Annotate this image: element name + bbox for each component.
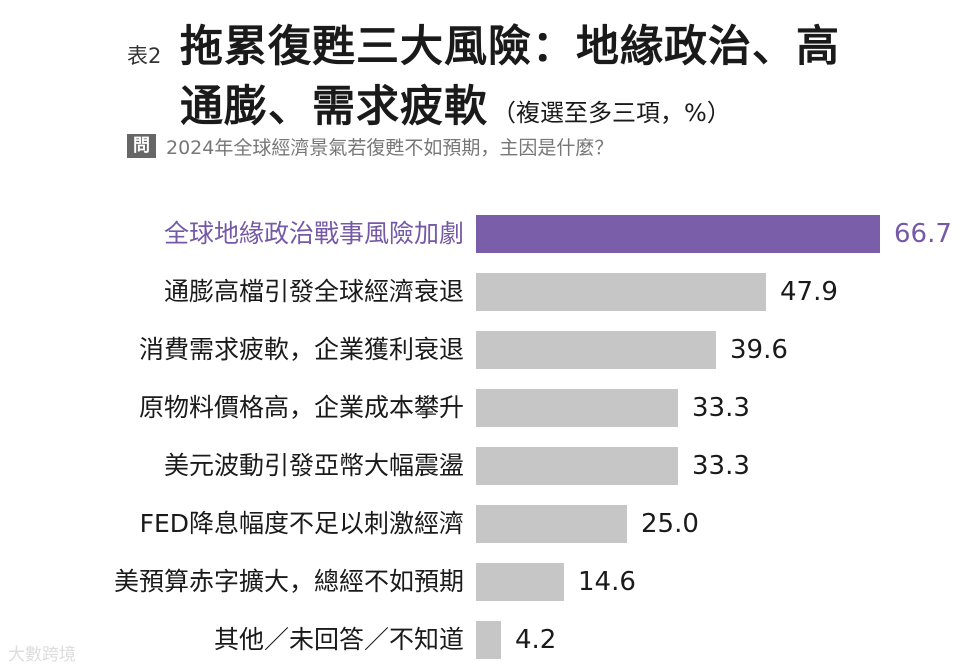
bar: [476, 389, 678, 427]
chart-title-line-2: 通膨、需求疲軟 （複選至多三項，%）: [180, 72, 731, 134]
category-label: 其他／未回答／不知道: [213, 625, 464, 654]
bar-row: 美元波動引發亞幣大幅震盪 33.3: [0, 437, 976, 495]
value-label: 39.6: [730, 335, 788, 365]
category-label: 原物料價格高，企業成本攀升: [138, 393, 464, 422]
category-label: 通膨高檔引發全球經濟衰退: [163, 277, 464, 306]
category-label: 消費需求疲軟，企業獲利衰退: [138, 335, 464, 364]
bar: [476, 505, 627, 543]
bar-row: 其他／未回答／不知道 4.2: [0, 611, 976, 669]
value-label: 66.7: [894, 219, 952, 249]
chart-title-text-1: 拖累復甦三大風險：地緣政治、高: [180, 22, 840, 72]
chart-title-text-2: 通膨、需求疲軟: [180, 82, 488, 132]
value-label: 14.6: [578, 567, 636, 597]
bar-row: 通膨高檔引發全球經濟衰退 47.9: [0, 263, 976, 321]
bar: [476, 563, 564, 601]
chart-subtitle: （複選至多三項，%）: [492, 99, 731, 127]
watermark-logo: 大數跨境: [8, 645, 76, 665]
value-label: 33.3: [692, 451, 750, 481]
value-label: 33.3: [692, 393, 750, 423]
value-label: 4.2: [515, 625, 557, 655]
bar: [476, 621, 501, 659]
value-label: 47.9: [780, 277, 838, 307]
bar-row: 美預算赤字擴大，總經不如預期 14.6: [0, 553, 976, 611]
bar-row: FED降息幅度不足以刺激經濟 25.0: [0, 495, 976, 553]
chart-header: 表2 拖累復甦三大風險：地緣政治、高 通膨、需求疲軟 （複選至多三項，%） 問 2…: [0, 0, 976, 170]
survey-question: 問 2024年全球經濟景氣若復甦不如預期，主因是什麼？: [127, 133, 613, 159]
bar-row: 全球地緣政治戰事風險加劇 66.7: [0, 205, 976, 263]
bar: [476, 215, 880, 253]
question-text: 2024年全球經濟景氣若復甦不如預期，主因是什麼？: [166, 136, 614, 159]
question-badge: 問: [127, 134, 156, 158]
bar: [476, 273, 766, 311]
table-number: 表2: [127, 44, 162, 68]
bar-row: 消費需求疲軟，企業獲利衰退 39.6: [0, 321, 976, 379]
chart-title-line-1: 拖累復甦三大風險：地緣政治、高: [180, 12, 840, 74]
value-label: 25.0: [641, 509, 699, 539]
bar: [476, 447, 678, 485]
category-label: 美元波動引發亞幣大幅震盪: [163, 451, 464, 480]
bar: [476, 331, 716, 369]
category-label: 全球地緣政治戰事風險加劇: [163, 219, 464, 248]
category-label: 美預算赤字擴大，總經不如預期: [113, 567, 464, 596]
bar-row: 原物料價格高，企業成本攀升 33.3: [0, 379, 976, 437]
category-label: FED降息幅度不足以刺激經濟: [139, 509, 464, 538]
